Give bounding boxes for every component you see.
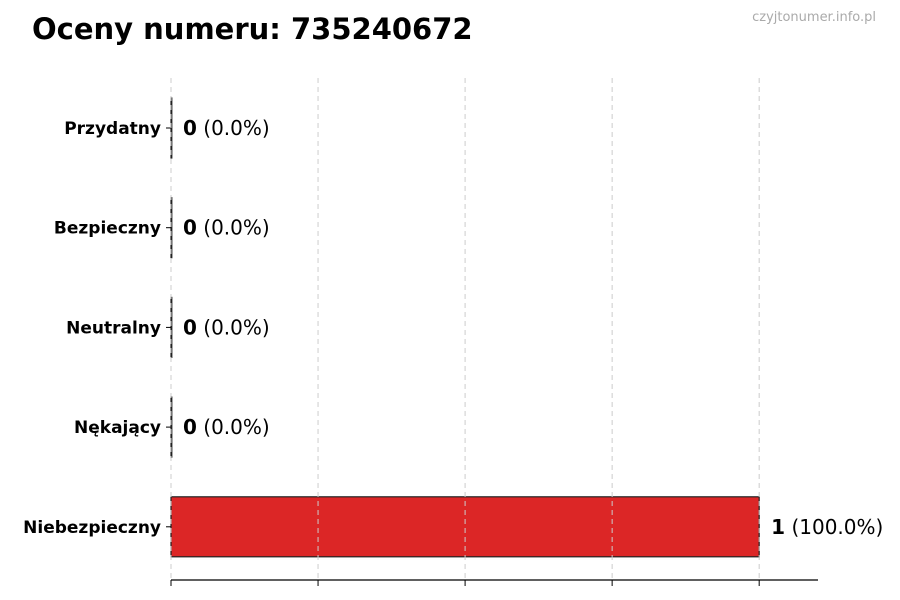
watermark: czyjtonumer.info.pl [752,10,876,25]
data-label: 1 (100.0%) [771,515,883,539]
data-label: 0 (0.0%) [183,415,270,439]
y-tick-label: Niebezpieczny [23,518,161,538]
chart-title: Oceny numeru: 735240672 [32,12,473,46]
y-tick-label: Przydatny [64,119,161,139]
data-label: 0 (0.0%) [183,116,270,140]
y-tick-label: Bezpieczny [54,219,161,239]
y-tick-label: Nękający [74,418,161,438]
y-tick-label: Neutralny [66,318,161,338]
data-label: 0 (0.0%) [183,315,270,339]
data-label: 0 (0.0%) [183,216,270,240]
